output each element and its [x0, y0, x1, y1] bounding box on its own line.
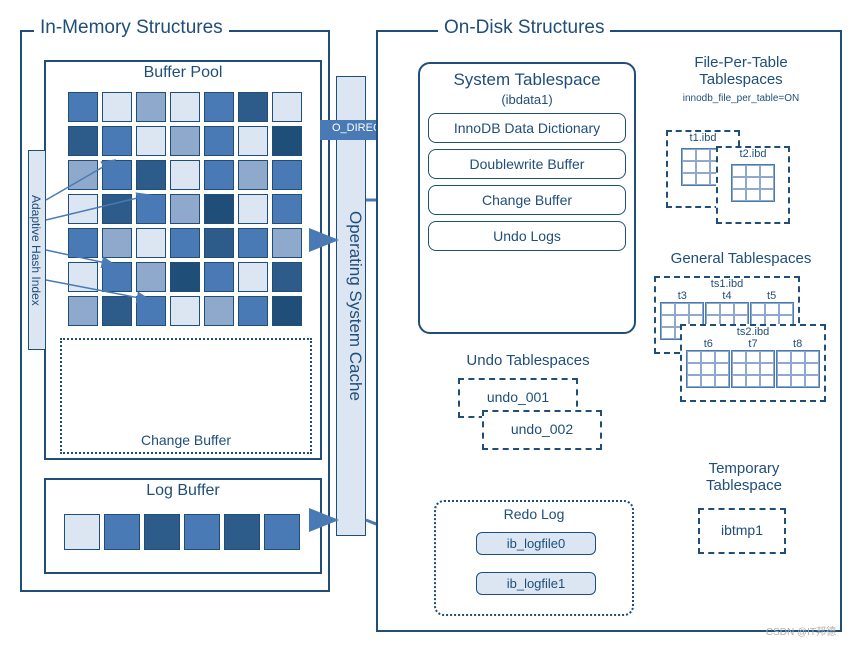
buffer-pool-cell	[136, 160, 166, 190]
buffer-pool-cell	[272, 296, 302, 326]
system-tablespace-subtitle: (ibdata1)	[420, 92, 634, 107]
change-buffer-label: Change Buffer	[62, 432, 310, 448]
buffer-pool-cell	[170, 160, 200, 190]
log-buffer-panel: Log Buffer	[44, 478, 322, 574]
buffer-pool-cell	[68, 126, 98, 156]
buffer-pool-cell	[102, 92, 132, 122]
buffer-pool-cell	[272, 228, 302, 258]
general-tablespaces-title: General Tablespaces	[656, 250, 826, 267]
temp-title: Temporary Tablespace	[674, 460, 814, 494]
buffer-pool-cell	[170, 92, 200, 122]
redo-title: Redo Log	[436, 506, 632, 522]
general-ts2: ts2.ibd t6 t7 t8	[680, 324, 826, 402]
buffer-pool-cell	[272, 262, 302, 292]
buffer-pool-title: Buffer Pool	[46, 62, 320, 84]
buffer-pool-cell	[272, 92, 302, 122]
buffer-pool-cell	[136, 194, 166, 224]
log-buffer-cell	[264, 514, 300, 550]
buffer-pool-cell	[102, 194, 132, 224]
buffer-pool-cell	[136, 262, 166, 292]
temp-file: ibtmp1	[698, 508, 786, 554]
buffer-pool-panel: Buffer Pool Change Buffer	[44, 60, 322, 460]
buffer-pool-cell	[102, 262, 132, 292]
buffer-pool-cell	[238, 160, 268, 190]
buffer-pool-cell	[272, 194, 302, 224]
redo-log-box: Redo Log ib_logfile0 ib_logfile1	[434, 500, 634, 616]
buffer-pool-cell	[102, 160, 132, 190]
buffer-pool-cell	[238, 262, 268, 292]
buffer-pool-cell	[272, 126, 302, 156]
buffer-pool-cell	[170, 296, 200, 326]
watermark: CSDN @IT邦德	[766, 623, 836, 638]
system-tablespace-title: System Tablespace	[420, 64, 634, 92]
on-disk-title: On-Disk Structures	[438, 17, 610, 39]
buffer-pool-grid	[68, 92, 302, 326]
redo-file0: ib_logfile0	[476, 532, 596, 555]
buffer-pool-cell	[136, 228, 166, 258]
buffer-pool-cell	[170, 228, 200, 258]
adaptive-hash-index: Adaptive Hash Index	[28, 150, 46, 350]
change-buffer-box: Change Buffer	[60, 338, 312, 454]
buffer-pool-cell	[136, 296, 166, 326]
log-buffer-title: Log Buffer	[46, 480, 320, 502]
system-tablespace-item: Doublewrite Buffer	[428, 149, 626, 179]
buffer-pool-cell	[272, 160, 302, 190]
buffer-pool-cell	[68, 228, 98, 258]
log-buffer-cell	[184, 514, 220, 550]
buffer-pool-cell	[68, 296, 98, 326]
buffer-pool-cell	[136, 126, 166, 156]
log-buffer-cell	[64, 514, 100, 550]
buffer-pool-cell	[204, 126, 234, 156]
buffer-pool-cell	[238, 126, 268, 156]
system-tablespace-item: Change Buffer	[428, 185, 626, 215]
buffer-pool-cell	[170, 126, 200, 156]
operating-system-cache: Operating System Cache	[336, 76, 366, 536]
fpt-file2: t2.ibd	[716, 146, 790, 224]
system-tablespace: System Tablespace (ibdata1) InnoDB Data …	[418, 62, 636, 334]
system-tablespace-item: Undo Logs	[428, 221, 626, 251]
buffer-pool-cell	[204, 296, 234, 326]
log-buffer-cell	[144, 514, 180, 550]
buffer-pool-cell	[102, 126, 132, 156]
undo-title: Undo Tablespaces	[448, 352, 608, 369]
buffer-pool-cell	[102, 228, 132, 258]
buffer-pool-cell	[68, 194, 98, 224]
buffer-pool-cell	[204, 228, 234, 258]
buffer-pool-cell	[204, 194, 234, 224]
log-buffer-cell	[104, 514, 140, 550]
buffer-pool-cell	[170, 262, 200, 292]
buffer-pool-cell	[238, 228, 268, 258]
buffer-pool-cell	[238, 194, 268, 224]
buffer-pool-cell	[170, 194, 200, 224]
file-per-table-title: File-Per-Table Tablespaces innodb_file_p…	[656, 54, 826, 105]
on-disk-panel: On-Disk Structures System Tablespace (ib…	[376, 30, 842, 632]
buffer-pool-cell	[136, 92, 166, 122]
buffer-pool-cell	[102, 296, 132, 326]
buffer-pool-cell	[204, 160, 234, 190]
buffer-pool-cell	[68, 262, 98, 292]
log-buffer-grid	[64, 514, 300, 550]
log-buffer-cell	[224, 514, 260, 550]
undo-file2: undo_002	[482, 410, 602, 450]
buffer-pool-cell	[238, 296, 268, 326]
in-memory-panel: In-Memory Structures Buffer Pool Change …	[20, 30, 330, 592]
system-tablespace-item: InnoDB Data Dictionary	[428, 113, 626, 143]
redo-file1: ib_logfile1	[476, 572, 596, 595]
buffer-pool-cell	[238, 92, 268, 122]
buffer-pool-cell	[68, 92, 98, 122]
buffer-pool-cell	[204, 92, 234, 122]
in-memory-title: In-Memory Structures	[34, 17, 229, 39]
buffer-pool-cell	[68, 160, 98, 190]
buffer-pool-cell	[204, 262, 234, 292]
innodb-architecture-diagram: In-Memory Structures Buffer Pool Change …	[20, 20, 842, 640]
